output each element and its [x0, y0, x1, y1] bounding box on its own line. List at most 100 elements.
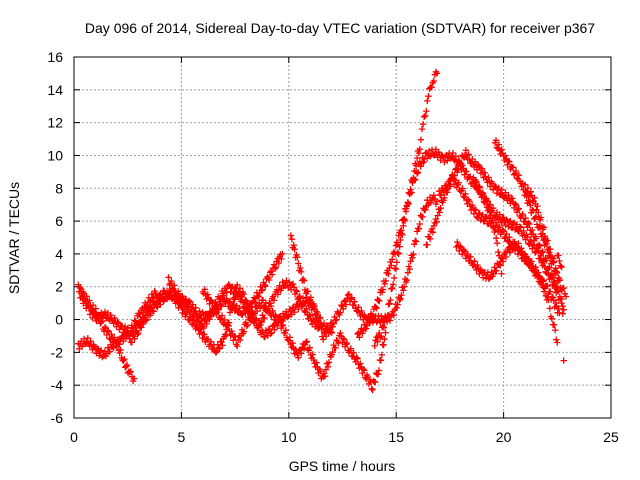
data-point-marker [532, 235, 540, 242]
data-point-marker [462, 147, 470, 154]
data-point-marker [275, 259, 282, 267]
data-point-marker [535, 269, 542, 276]
data-point-marker [430, 152, 438, 159]
data-point-marker [141, 314, 149, 321]
data-point-marker [246, 315, 253, 323]
data-point-marker [368, 385, 375, 392]
data-point-marker [234, 342, 241, 350]
data-point-marker [386, 300, 393, 307]
series-track-12 [453, 238, 561, 346]
data-point-marker [294, 254, 301, 261]
data-point-marker [380, 341, 387, 349]
data-point-marker [185, 297, 193, 304]
data-point-marker [332, 344, 339, 352]
data-point-marker [391, 265, 399, 272]
data-point-marker [353, 354, 360, 361]
data-point-marker [492, 226, 499, 233]
data-point-marker [372, 378, 379, 386]
data-point-marker [84, 335, 91, 342]
data-point-marker [455, 179, 462, 186]
data-point-marker [399, 231, 406, 239]
data-point-marker [556, 257, 563, 265]
y-tick-label: -2 [51, 344, 64, 360]
data-point-marker [465, 151, 472, 158]
data-point-marker [544, 293, 551, 300]
grid-lines [74, 57, 611, 418]
series-track-1 [75, 281, 138, 385]
data-point-marker [116, 349, 123, 357]
data-point-marker [217, 315, 225, 322]
data-point-marker [241, 299, 249, 306]
data-point-marker [429, 229, 437, 236]
data-point-marker [138, 324, 145, 331]
data-point-marker [468, 201, 476, 209]
data-point-marker [363, 322, 371, 329]
data-point-marker [87, 338, 94, 345]
data-point-marker [221, 316, 228, 324]
data-point-marker [511, 238, 518, 246]
data-point-marker [493, 267, 500, 275]
data-point-marker [369, 313, 376, 320]
data-point-marker [430, 222, 438, 230]
x-tick-label: 5 [178, 429, 186, 445]
data-point-marker [555, 305, 562, 312]
data-point-marker [279, 250, 286, 258]
data-point-marker [223, 326, 230, 333]
data-point-marker [325, 329, 333, 336]
data-point-marker [419, 213, 426, 221]
data-point-marker [219, 342, 226, 349]
data-point-marker [196, 308, 203, 315]
data-point-marker [559, 302, 566, 310]
data-point-marker [502, 152, 509, 159]
data-point-marker [285, 337, 292, 344]
data-point-marker [552, 265, 559, 272]
data-point-marker [290, 242, 297, 249]
data-point-marker [206, 316, 213, 323]
data-point-marker [515, 172, 523, 179]
data-point-marker [420, 113, 428, 120]
data-point-marker [300, 277, 308, 284]
data-point-marker [527, 202, 534, 209]
data-point-marker [302, 339, 310, 346]
data-point-marker [424, 97, 431, 105]
data-point-marker [404, 200, 412, 207]
data-point-marker [298, 350, 305, 357]
data-point-marker [390, 312, 397, 319]
data-point-marker [506, 234, 513, 241]
data-point-marker [492, 137, 500, 144]
data-point-marker [494, 240, 501, 247]
data-point-marker [489, 215, 496, 222]
data-point-marker [261, 333, 269, 341]
data-point-marker [479, 274, 487, 281]
data-point-marker [392, 265, 400, 273]
data-point-marker [272, 264, 280, 271]
data-point-marker [413, 154, 421, 162]
data-point-marker [243, 322, 250, 330]
data-point-marker [148, 290, 155, 298]
data-point-marker [225, 281, 232, 288]
data-point-marker [526, 220, 533, 228]
data-point-marker [330, 320, 337, 327]
data-point-marker [419, 121, 427, 128]
data-point-marker [329, 323, 336, 331]
data-point-marker [128, 339, 135, 346]
data-point-marker [171, 282, 178, 289]
data-point-marker [130, 375, 138, 382]
data-point-marker [324, 363, 332, 370]
x-tick-label: 15 [388, 429, 404, 445]
y-tick-label: 4 [55, 246, 63, 262]
data-point-marker [291, 309, 298, 316]
data-point-marker [482, 196, 490, 204]
data-point-marker [389, 285, 396, 292]
y-tick-label: 14 [47, 82, 63, 98]
data-point-marker [420, 159, 427, 166]
data-point-marker [361, 367, 368, 374]
data-point-marker [189, 301, 197, 308]
data-point-marker [397, 295, 404, 302]
data-point-marker [418, 125, 426, 133]
data-point-marker [183, 307, 190, 315]
data-point-marker [232, 285, 239, 292]
data-point-marker [422, 206, 429, 213]
data-point-marker [545, 296, 552, 303]
data-point-marker [369, 386, 376, 394]
